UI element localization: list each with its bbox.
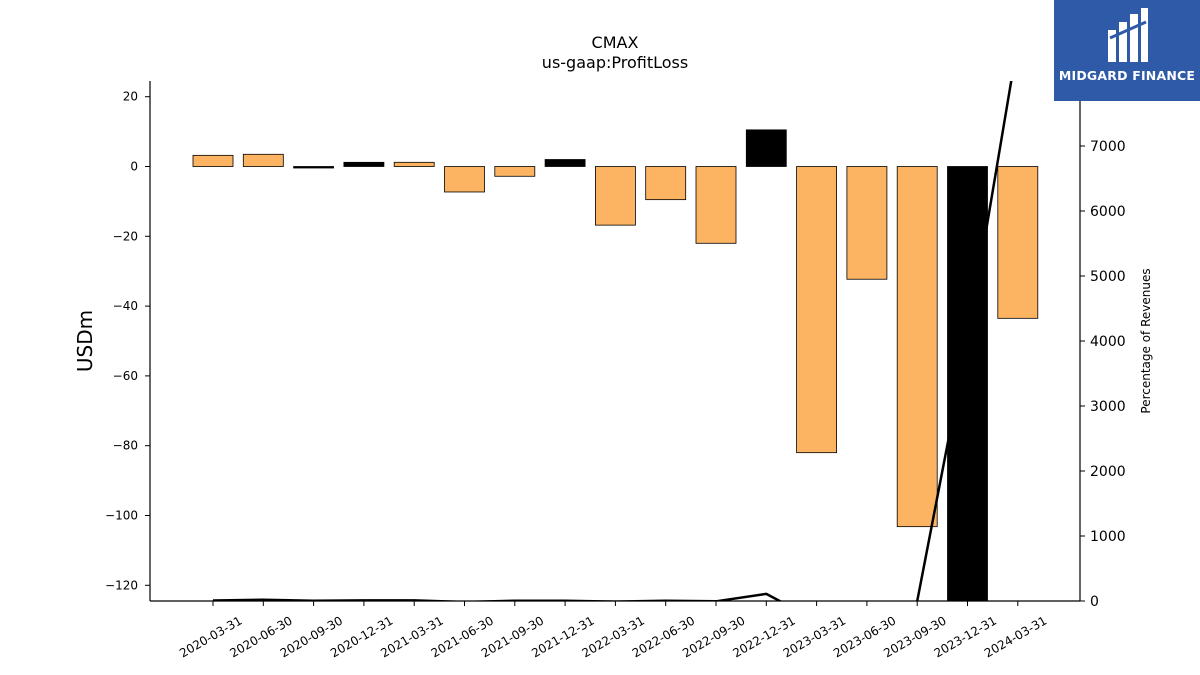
y-tick-label: 20 bbox=[123, 90, 138, 104]
midgard-logo-icon bbox=[1108, 8, 1148, 62]
brand-name: MIDGARD FINANCE bbox=[1058, 68, 1196, 83]
bar-2022-09-30 bbox=[695, 166, 737, 244]
bar-2021-09-30 bbox=[494, 166, 536, 177]
bar-2020-03-31 bbox=[192, 154, 234, 167]
y2-tick-label: 5000 bbox=[1090, 269, 1126, 285]
y-tick-label: −20 bbox=[113, 229, 138, 243]
y2-tick-label: 1000 bbox=[1090, 529, 1126, 545]
bar-2023-06-30 bbox=[846, 166, 888, 280]
y-tick-label: −60 bbox=[113, 369, 138, 383]
bar-2024-03-31 bbox=[997, 166, 1039, 319]
y2-tick-label: 6000 bbox=[1090, 204, 1126, 220]
y2-tick-label: 4000 bbox=[1090, 334, 1126, 350]
bar-2022-03-31 bbox=[595, 166, 636, 226]
y-tick-label: 0 bbox=[130, 160, 138, 174]
y2-tick-label: 2000 bbox=[1090, 464, 1126, 480]
bar-2022-12-31 bbox=[745, 129, 787, 167]
bar-2023-12-31 bbox=[947, 166, 988, 601]
bar-2021-06-30 bbox=[444, 166, 485, 193]
bar-2020-12-31 bbox=[343, 161, 385, 167]
chart-title: CMAX bbox=[592, 33, 639, 52]
y2-axis-label: Percentage of Revenues bbox=[1139, 268, 1153, 413]
y2-tick-label: 3000 bbox=[1090, 399, 1126, 415]
chart-subtitle: us-gaap:ProfitLoss bbox=[542, 53, 688, 72]
y-tick-label: −120 bbox=[105, 578, 138, 592]
y2-tick-label: 0 bbox=[1090, 594, 1099, 610]
bar-2020-09-30 bbox=[293, 166, 335, 169]
bar-2021-03-31 bbox=[393, 161, 435, 167]
y-tick-label: −80 bbox=[113, 439, 138, 453]
y-axis-label: USDm bbox=[73, 310, 97, 372]
midgard-finance-logo: MIDGARD FINANCE bbox=[1054, 0, 1200, 101]
bar-2023-03-31 bbox=[796, 166, 837, 454]
bar-2021-12-31 bbox=[544, 159, 586, 167]
bar-2020-06-30 bbox=[242, 153, 284, 167]
bar-2023-09-30 bbox=[896, 166, 938, 528]
bar-2022-06-30 bbox=[645, 166, 687, 201]
y-tick-label: −100 bbox=[105, 508, 138, 522]
y-tick-label: −40 bbox=[113, 299, 138, 313]
y2-tick-label: 7000 bbox=[1090, 139, 1126, 155]
